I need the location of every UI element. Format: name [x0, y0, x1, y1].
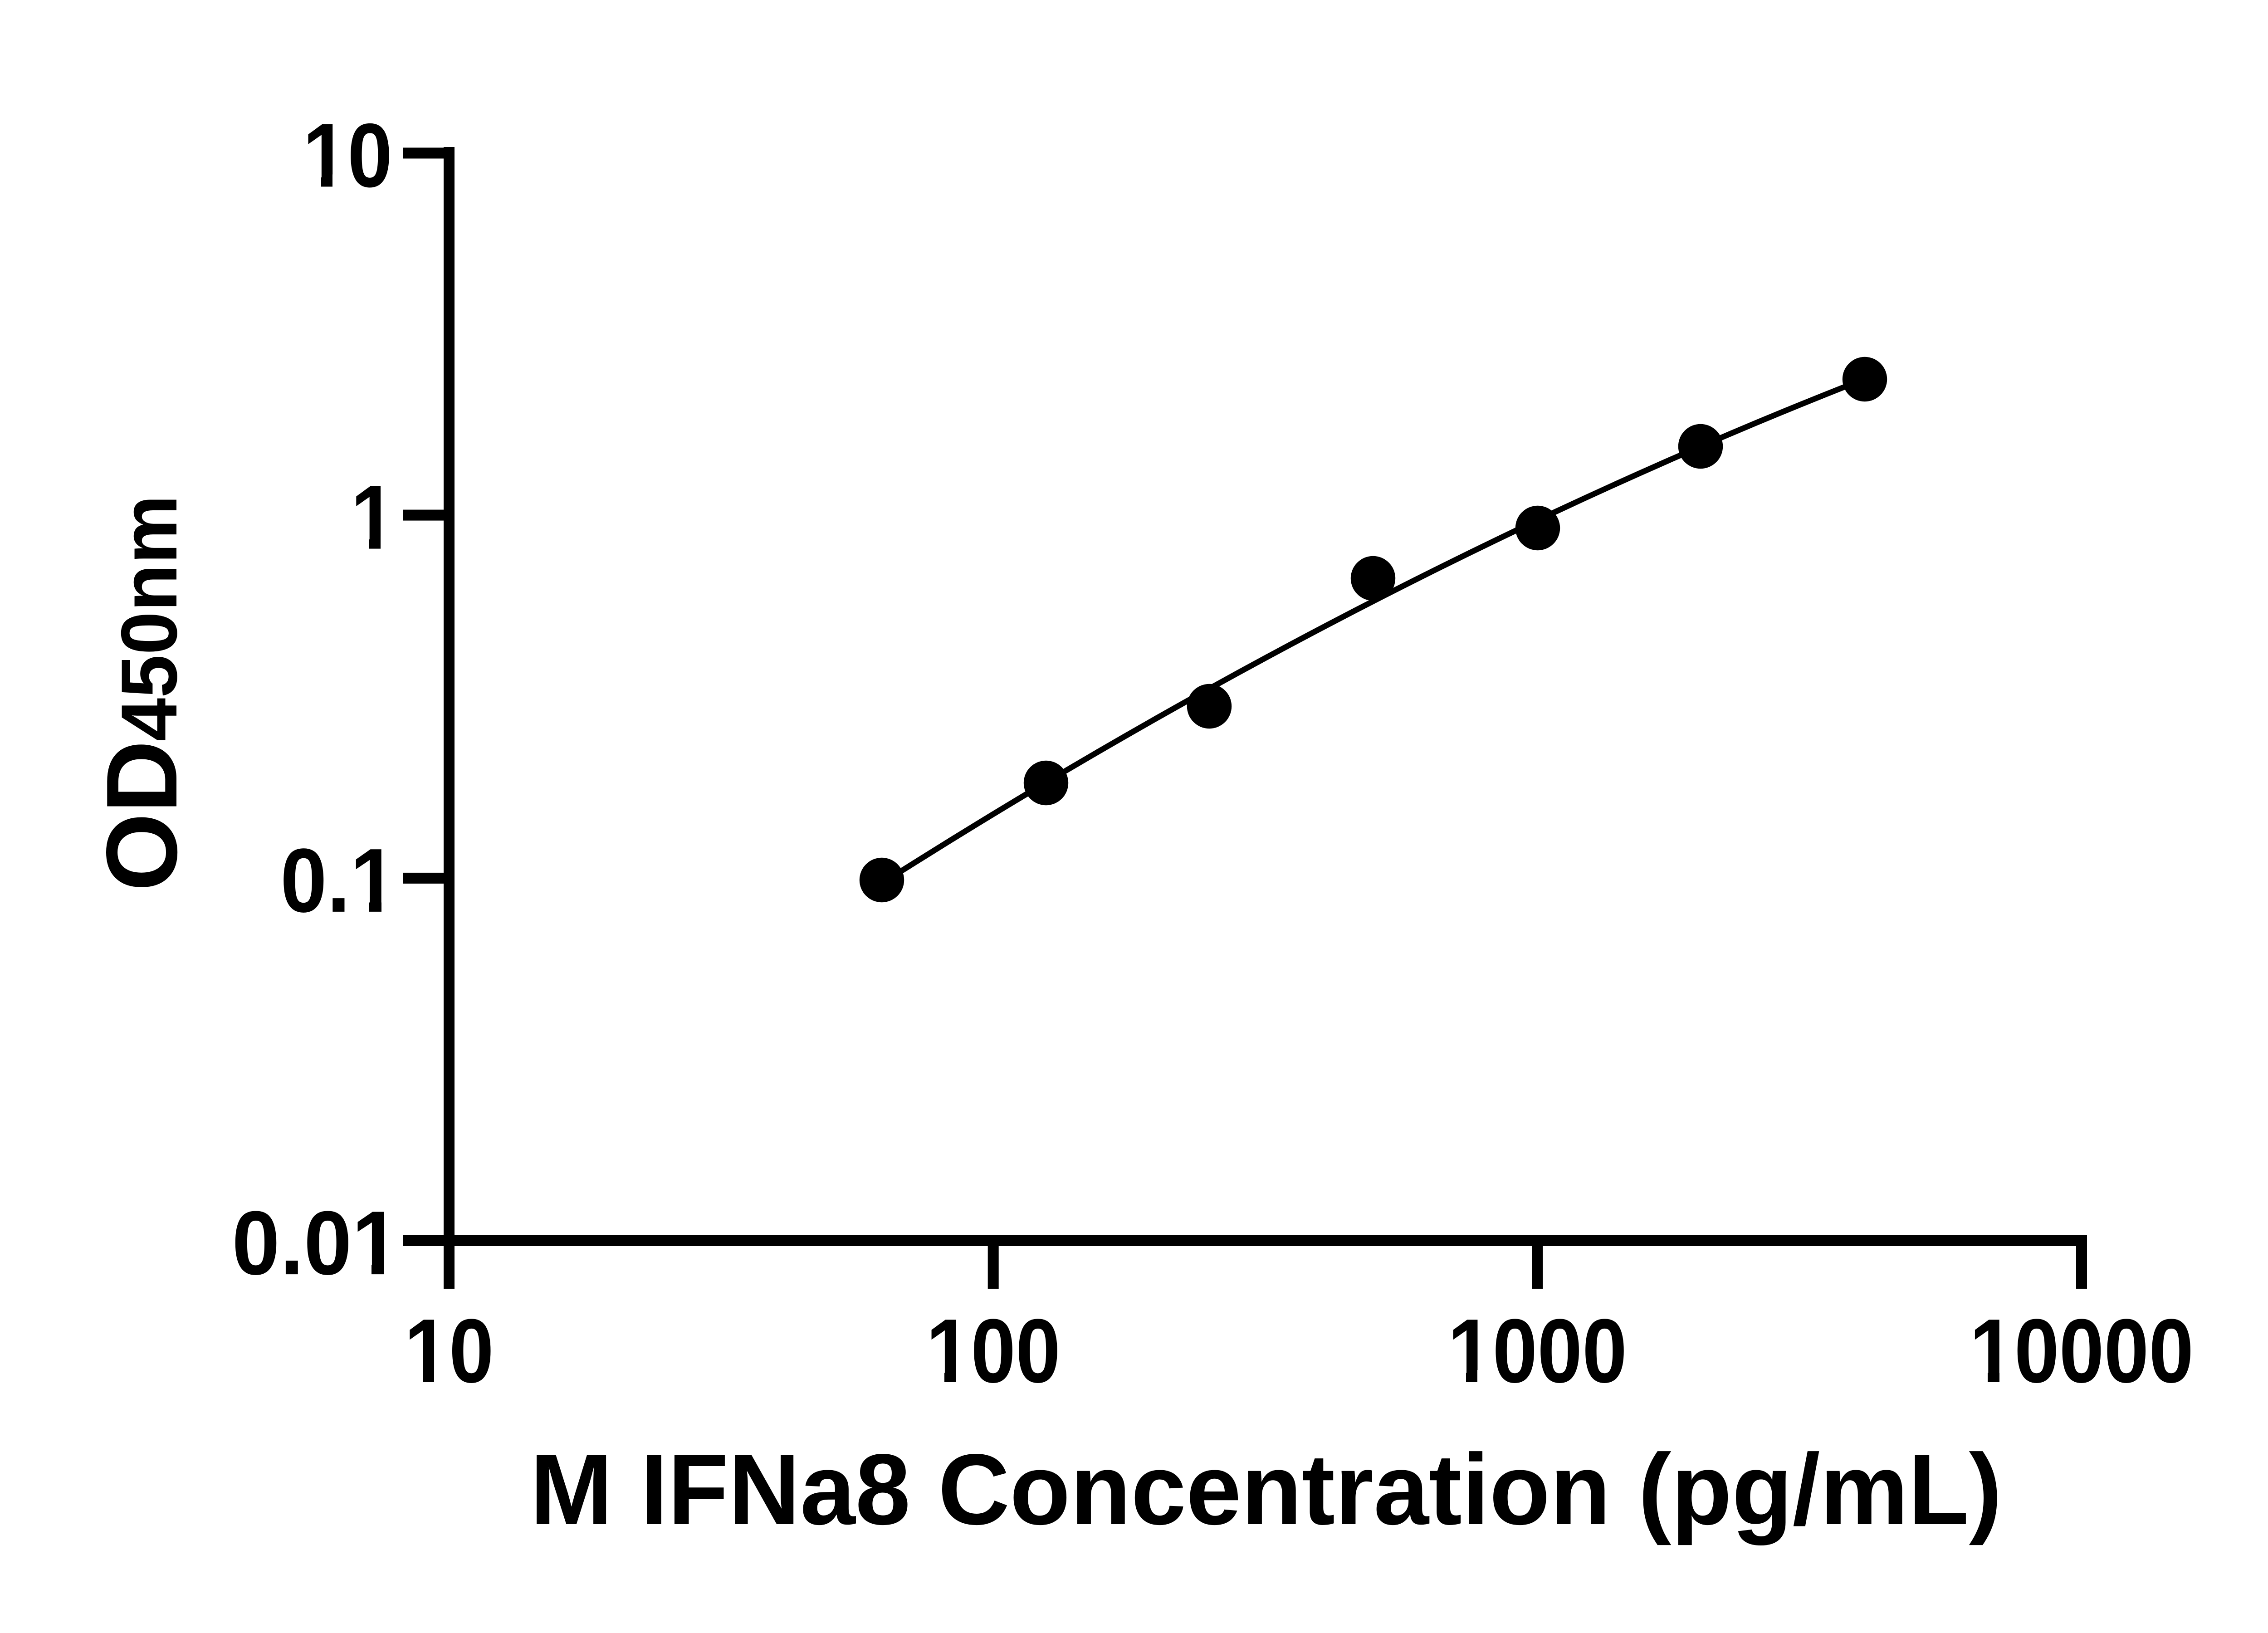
svg-text:1000: 1000: [1448, 1301, 1628, 1402]
svg-text:OD: OD: [86, 740, 198, 891]
svg-text:100: 100: [926, 1301, 1061, 1402]
svg-text:450nm: 450nm: [105, 495, 194, 741]
svg-text:0.01: 0.01: [232, 1193, 400, 1294]
svg-text:1: 1: [351, 467, 396, 568]
svg-text:10: 10: [404, 1301, 494, 1402]
svg-text:M IFNa8 Concentration (pg/mL): M IFNa8 Concentration (pg/mL): [530, 1433, 2002, 1546]
svg-text:10: 10: [303, 105, 392, 206]
svg-text:10000: 10000: [1970, 1301, 2194, 1402]
svg-text:0.1: 0.1: [280, 830, 397, 931]
